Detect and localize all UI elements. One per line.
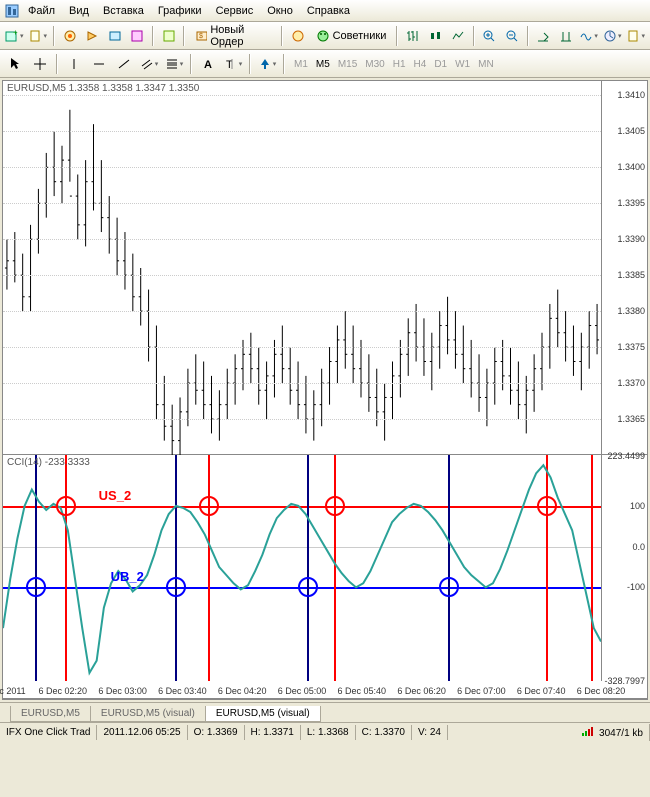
timeframe-m1[interactable]: M1 xyxy=(290,57,312,72)
auto-scroll-button[interactable] xyxy=(534,25,553,47)
text-button[interactable]: A xyxy=(197,53,219,75)
app-icon xyxy=(4,3,20,19)
zoom-out-button[interactable] xyxy=(502,25,521,47)
new-order-button[interactable]: $Новый Ордер xyxy=(190,25,276,47)
line-chart-button[interactable] xyxy=(448,25,467,47)
price-chart[interactable]: EURUSD,M5 1.3358 1.3358 1.3347 1.3350 1.… xyxy=(3,81,647,455)
timeframe-d1[interactable]: D1 xyxy=(430,57,451,72)
meta-button[interactable] xyxy=(288,25,307,47)
status-cell: V: 24 xyxy=(412,725,448,740)
timeframe-mn[interactable]: MN xyxy=(474,57,498,72)
timeframe-m5[interactable]: M5 xyxy=(312,57,334,72)
status-cell: H: 1.3371 xyxy=(245,725,301,740)
signal-marker xyxy=(439,577,459,597)
chart-tab[interactable]: EURUSD,M5 xyxy=(10,706,91,722)
signal-marker xyxy=(325,496,345,516)
trendline-button[interactable] xyxy=(113,53,135,75)
status-cell: IFX One Click Trad xyxy=(0,725,97,740)
signal-marker xyxy=(56,496,76,516)
indicators-button[interactable] xyxy=(578,25,599,47)
vertical-line-button[interactable] xyxy=(63,53,85,75)
fibo-button[interactable] xyxy=(163,53,185,75)
signal-marker xyxy=(166,577,186,597)
price-chart-title: EURUSD,M5 1.3358 1.3358 1.3347 1.3350 xyxy=(7,83,199,94)
arrows-button[interactable] xyxy=(256,53,278,75)
crosshair-button[interactable] xyxy=(29,53,51,75)
menu-view[interactable]: Вид xyxy=(63,3,95,19)
timeframe-m30[interactable]: M30 xyxy=(361,57,388,72)
status-bar: IFX One Click Trad2011.12.06 05:25O: 1.3… xyxy=(0,722,650,742)
timeframe-h1[interactable]: H1 xyxy=(389,57,410,72)
svg-text:$: $ xyxy=(199,33,203,40)
data-window-button[interactable] xyxy=(159,25,178,47)
chart-tab[interactable]: EURUSD,M5 (visual) xyxy=(205,706,321,722)
level-label: UB_2 xyxy=(111,569,144,584)
chart-shift-button[interactable] xyxy=(556,25,575,47)
svg-text:+: + xyxy=(13,29,18,37)
chart-tab[interactable]: EURUSD,M5 (visual) xyxy=(90,706,206,722)
menu-file[interactable]: Файл xyxy=(22,3,61,19)
horizontal-line-button[interactable] xyxy=(88,53,110,75)
indicator-title: CCI(14) -233.3333 xyxy=(7,457,90,468)
menu-insert[interactable]: Вставка xyxy=(97,3,150,19)
menu-bar: Файл Вид Вставка Графики Сервис Окно Спр… xyxy=(0,0,650,22)
navigator-button[interactable] xyxy=(82,25,101,47)
advisors-button[interactable]: Советники xyxy=(311,25,392,47)
timeframe-m15[interactable]: M15 xyxy=(334,57,361,72)
connection-status: 3047/1 kb xyxy=(576,724,650,741)
chart-area: EURUSD,M5 1.3358 1.3358 1.3347 1.3350 1.… xyxy=(2,80,648,700)
candle-chart-button[interactable] xyxy=(426,25,445,47)
toolbar-main: + $Новый Ордер Советники xyxy=(0,22,650,50)
tester-button[interactable] xyxy=(127,25,146,47)
menu-charts[interactable]: Графики xyxy=(152,3,208,19)
terminal-button[interactable] xyxy=(105,25,124,47)
signal-marker xyxy=(298,577,318,597)
status-cell: O: 1.3369 xyxy=(188,725,245,740)
svg-text:A: A xyxy=(204,59,212,71)
signal-marker xyxy=(537,496,557,516)
toolbar-drawing: A T M1M5M15M30H1H4D1W1MN xyxy=(0,50,650,78)
indicator-y-axis: 223.44991000.0-100-328.7997 xyxy=(601,455,647,681)
time-axis: 6 Dec 20116 Dec 02:206 Dec 03:006 Dec 03… xyxy=(3,681,647,699)
profiles-button[interactable] xyxy=(28,25,49,47)
menu-window[interactable]: Окно xyxy=(261,3,299,19)
signal-marker xyxy=(199,496,219,516)
signal-marker xyxy=(26,577,46,597)
status-cell: L: 1.3368 xyxy=(301,725,356,740)
chart-tabs: EURUSD,M5EURUSD,M5 (visual)EURUSD,M5 (vi… xyxy=(0,702,650,722)
periods-button[interactable] xyxy=(602,25,623,47)
level-label: US_2 xyxy=(99,488,132,503)
channel-button[interactable] xyxy=(138,53,160,75)
status-cell: C: 1.3370 xyxy=(356,725,412,740)
menu-help[interactable]: Справка xyxy=(301,3,356,19)
timeframe-h4[interactable]: H4 xyxy=(410,57,431,72)
menu-service[interactable]: Сервис xyxy=(210,3,260,19)
zoom-in-button[interactable] xyxy=(480,25,499,47)
text-label-button[interactable]: T xyxy=(222,53,244,75)
bar-chart-button[interactable] xyxy=(403,25,422,47)
price-y-axis: 1.34101.34051.34001.33951.33901.33851.33… xyxy=(601,81,647,454)
new-chart-button[interactable]: + xyxy=(4,25,25,47)
indicator-chart[interactable]: CCI(14) -233.3333 US_2 UB_2 223.44991000.… xyxy=(3,455,647,681)
market-watch-button[interactable] xyxy=(60,25,79,47)
timeframe-w1[interactable]: W1 xyxy=(451,57,474,72)
status-cell: 2011.12.06 05:25 xyxy=(97,725,187,740)
cursor-button[interactable] xyxy=(4,53,26,75)
templates-button[interactable] xyxy=(625,25,646,47)
